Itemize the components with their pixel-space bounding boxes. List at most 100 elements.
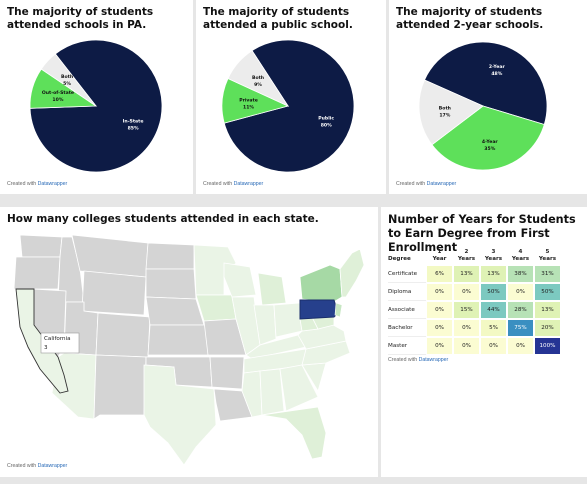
map-card: How many colleges students attended in e… xyxy=(0,207,378,477)
map-state-north-dakota xyxy=(145,242,195,270)
credit-pa: Created with Datawrapper xyxy=(7,181,68,187)
map-state-georgia xyxy=(279,364,319,412)
pie-slice-2-year xyxy=(424,41,548,125)
table-row: Associate 0% 15% 44% 28% 13% xyxy=(388,301,561,319)
years-heatmap-table: Degree 1 Year 2 Years 3 Years 4 Years 5 Years Cert… xyxy=(388,249,561,355)
column-header-degree: Degree xyxy=(388,256,411,262)
table-row: Certificate 6% 13% 13% 38% 31% xyxy=(388,265,561,283)
heat-cell: 0% xyxy=(453,337,480,355)
heat-cell: 31% xyxy=(534,265,561,283)
heat-cell: 0% xyxy=(453,319,480,337)
pie-slice-value: 17% xyxy=(439,112,450,118)
map-state-oregon xyxy=(13,256,61,290)
heat-cell: 28% xyxy=(507,301,534,319)
heat-cell: 0% xyxy=(507,283,534,301)
column-header: 1 Year xyxy=(432,249,447,262)
pie-title-pa: The majority of students attended school… xyxy=(7,6,154,31)
credit-years: Created with Datawrapper xyxy=(388,357,449,363)
pie-slice-label: 4-Year xyxy=(482,139,499,145)
pie-slice-label: Public xyxy=(318,116,334,122)
map-state-iowa xyxy=(195,294,237,322)
credit-public: Created with Datawrapper xyxy=(203,181,264,187)
heat-cell: 50% xyxy=(534,283,561,301)
map-title: How many colleges students attended in e… xyxy=(7,213,319,225)
heat-cell: 13% xyxy=(480,265,507,283)
pie-card-public: The majority of students attended a publ… xyxy=(196,0,386,194)
row-label: Certificate xyxy=(388,265,426,283)
heat-cell: 13% xyxy=(453,265,480,283)
heat-cell: 38% xyxy=(507,265,534,283)
pie-slice-label: Both xyxy=(61,74,73,80)
map-state-wisconsin xyxy=(223,262,257,298)
pie-title-two-year: The majority of students attended 2-year… xyxy=(396,6,544,31)
credit-two-year: Created with Datawrapper xyxy=(396,181,457,187)
map-state-alabama xyxy=(259,368,285,416)
map-state-kansas xyxy=(147,324,209,356)
pie-slice-both xyxy=(40,53,97,107)
pie-slice-label: 2-Year xyxy=(489,64,506,70)
table-row: Diploma 0% 0% 50% 0% 50% xyxy=(388,283,561,301)
heat-cell: 0% xyxy=(426,319,453,337)
pie-slice-value: 35% xyxy=(484,146,495,152)
pie-slice-value: 48% xyxy=(491,71,502,77)
pie-slice-label: Both xyxy=(439,105,451,111)
map-state-new-mexico xyxy=(93,354,147,420)
pie-slice-label: Private xyxy=(239,98,258,104)
map-state-florida xyxy=(261,406,327,460)
heat-cell: 50% xyxy=(480,283,507,301)
heat-cell: 0% xyxy=(426,337,453,355)
row-label: Master xyxy=(388,337,426,355)
map-tooltip-state: California xyxy=(44,336,71,342)
pie-slice-both xyxy=(227,50,290,107)
heat-cell: 44% xyxy=(480,301,507,319)
us-states-map: California 3 xyxy=(13,234,365,466)
row-label: Associate xyxy=(388,301,426,319)
map-state-new-york xyxy=(299,264,343,304)
map-state-louisiana xyxy=(213,388,253,422)
pie-slice-label: Out-of-State xyxy=(42,90,74,96)
pie-slice-label: Both xyxy=(252,75,264,81)
pie-slice-value: 11% xyxy=(243,105,254,111)
pie-title-public: The majority of students attended a publ… xyxy=(203,6,353,31)
map-state-indiana xyxy=(253,304,277,346)
heat-cell: 0% xyxy=(507,337,534,355)
column-header: 5 Years xyxy=(538,249,557,262)
map-state-pennsylvania xyxy=(299,299,339,320)
heat-cell: 0% xyxy=(426,283,453,301)
pie-slice-value: 9% xyxy=(254,82,262,88)
column-header: 3 Years xyxy=(484,249,503,262)
map-state-arkansas xyxy=(209,356,245,390)
pie-slice-value: 10% xyxy=(52,97,63,103)
map-state-michigan xyxy=(257,272,287,306)
map-state-montana xyxy=(71,234,149,278)
map-state-nebraska xyxy=(145,296,205,326)
map-tooltip-box xyxy=(40,332,80,354)
heat-cell: 100% xyxy=(534,337,561,355)
map-state-new-england xyxy=(339,248,365,298)
credit-map: Created with Datawrapper xyxy=(7,463,68,469)
pie-slice-public xyxy=(223,39,355,173)
heat-cell: 0% xyxy=(480,337,507,355)
map-state-washington xyxy=(19,234,63,258)
heat-cell: 0% xyxy=(453,283,480,301)
pie-slice-value: 85% xyxy=(128,125,139,131)
row-label: Diploma xyxy=(388,283,426,301)
pie-slice-value: 5% xyxy=(63,81,71,87)
heat-cell: 15% xyxy=(453,301,480,319)
pie-slice-label: In-State xyxy=(123,118,144,124)
map-state-ohio xyxy=(273,302,303,338)
map-tooltip-value: 3 xyxy=(44,345,48,351)
table-row: Master 0% 0% 0% 0% 100% xyxy=(388,337,561,355)
column-header: 4 Years xyxy=(511,249,530,262)
pie-card-pa: The majority of students attended school… xyxy=(0,0,193,194)
heat-cell: 6% xyxy=(426,265,453,283)
heat-cell: 20% xyxy=(534,319,561,337)
table-row: Bachelor 0% 0% 5% 75% 20% xyxy=(388,319,561,337)
pie-card-two-year: The majority of students attended 2-year… xyxy=(389,0,587,194)
map-state-new-jersey xyxy=(334,302,343,318)
years-title: Number of Years for Students to Earn Deg… xyxy=(388,213,576,254)
pie-slice-both xyxy=(418,79,484,146)
